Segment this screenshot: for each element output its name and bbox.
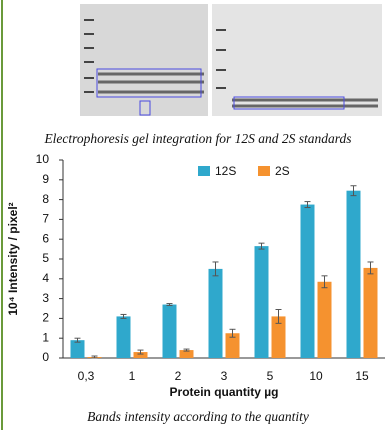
y-tick-label: 2 <box>42 311 49 325</box>
bar <box>318 282 332 358</box>
x-tick-label: 15 <box>355 369 369 383</box>
bar <box>255 246 269 358</box>
bar <box>117 316 131 358</box>
legend-label: 12S <box>215 164 236 178</box>
bar <box>71 340 85 358</box>
x-tick-label: 5 <box>267 369 274 383</box>
y-tick-label: 8 <box>42 192 49 206</box>
x-tick-label: 0,3 <box>78 369 95 383</box>
page: Electrophoresis gel integration for 12S … <box>0 0 392 430</box>
y-tick-label: 0 <box>42 350 49 364</box>
y-tick-label: 3 <box>42 291 49 305</box>
bar <box>364 268 378 358</box>
bar <box>163 305 177 358</box>
y-axis-label: 10⁴ Intensity / pixel² <box>6 202 20 315</box>
y-tick-label: 4 <box>42 271 49 285</box>
x-tick-label: 10 <box>309 369 323 383</box>
caption: Bands intensity according to the quantit… <box>87 409 309 424</box>
chart: 0 1 2 3 4 5 6 7 8 9 10 10⁴ Intensity / pixel² Protei… <box>6 152 385 399</box>
gel-image <box>80 4 382 116</box>
legend-label: 2S <box>275 164 290 178</box>
x-tick-label: 2 <box>175 369 182 383</box>
y-tick-label: 7 <box>42 212 49 226</box>
y-tick-label: 5 <box>42 251 49 265</box>
bar <box>209 269 223 358</box>
bar <box>301 205 315 358</box>
x-axis-label: Protein quantity µg <box>170 385 279 399</box>
x-tick-label: 3 <box>221 369 228 383</box>
bar <box>347 191 361 358</box>
x-tick-label: 1 <box>129 369 136 383</box>
legend-swatch <box>258 166 270 176</box>
legend-swatch <box>198 166 210 176</box>
caption: Electrophoresis gel integration for 12S … <box>43 131 351 146</box>
y-tick-label: 1 <box>42 330 49 344</box>
error-bar <box>167 304 173 306</box>
y-tick-label: 10 <box>36 152 50 166</box>
y-tick-label: 6 <box>42 231 49 245</box>
y-tick-label: 9 <box>42 172 49 186</box>
